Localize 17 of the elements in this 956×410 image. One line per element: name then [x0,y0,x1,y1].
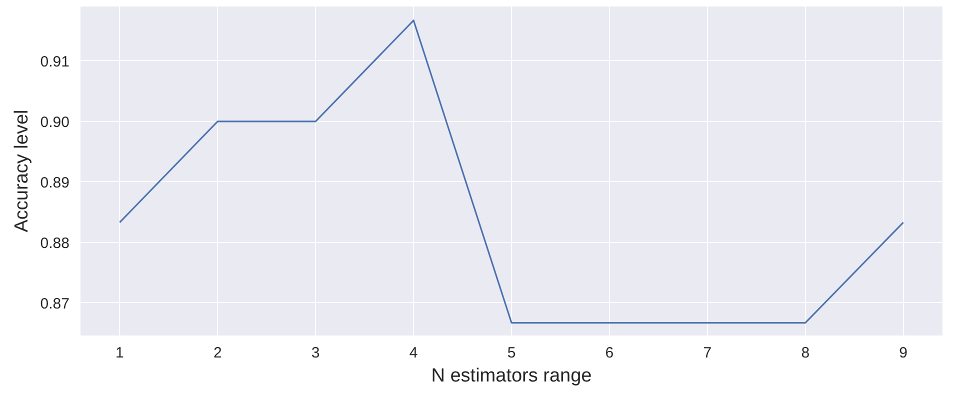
x-tick-label: 3 [311,344,320,362]
x-tick-label: 8 [801,344,810,362]
y-tick-label: 0.88 [40,234,70,252]
y-tick-label: 0.90 [40,114,70,131]
x-tick-label: 6 [605,344,614,362]
x-tick-label: 1 [116,344,124,362]
x-tick-label: 2 [213,344,222,362]
line-series [118,20,904,324]
y-tick-label: 0.91 [40,53,70,70]
x-tick-label: 4 [409,344,418,362]
x-tick-label: 5 [507,344,516,362]
y-axis-title: Accuracy level [11,110,32,232]
y-tick-label: 0.89 [40,174,70,192]
x-tick-label: 9 [899,344,908,362]
x-axis-title: N estimators range [431,366,592,386]
y-tick-label: 0.87 [40,295,70,312]
x-tick-label: 7 [703,344,712,362]
